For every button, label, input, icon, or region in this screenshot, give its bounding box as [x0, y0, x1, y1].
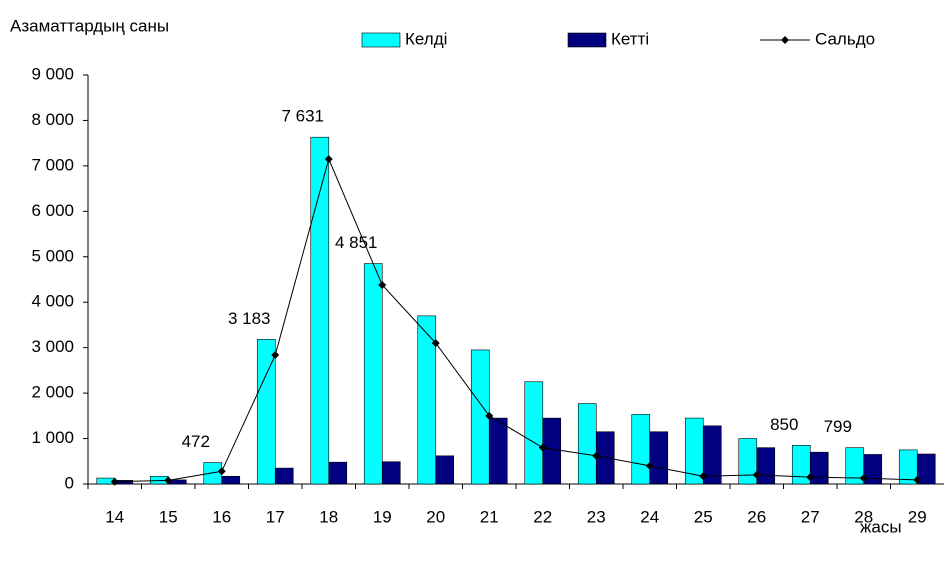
- bar: [649, 431, 669, 485]
- x-tick-label: 25: [694, 507, 713, 526]
- x-tick-label: 17: [266, 507, 285, 526]
- x-tick-label: 29: [908, 507, 927, 526]
- x-tick-label: 19: [373, 507, 392, 526]
- bar: [738, 438, 758, 485]
- bar: [809, 451, 829, 485]
- x-tick-label: 24: [640, 507, 659, 526]
- bar: [702, 425, 722, 485]
- legend-label: Кетті: [611, 29, 649, 48]
- line: [114, 157, 918, 483]
- legend-swatch: [567, 32, 607, 48]
- line-marker: [324, 155, 333, 164]
- y-tick-label: 2 000: [31, 383, 74, 402]
- y-tick-label: 3 000: [31, 337, 74, 356]
- legend-marker: [781, 36, 789, 44]
- data-label: 850: [770, 415, 798, 434]
- line-marker: [110, 477, 119, 486]
- bar: [310, 136, 330, 485]
- bar: [221, 475, 241, 485]
- legend-label: Келді: [405, 29, 447, 48]
- x-tick-label: 14: [105, 507, 124, 526]
- x-tick-label: 21: [480, 507, 499, 526]
- bar: [328, 461, 348, 485]
- x-tick-label: 23: [587, 507, 606, 526]
- line-marker: [431, 339, 440, 348]
- bar: [577, 403, 597, 485]
- bar: [274, 467, 294, 485]
- data-label: 472: [182, 432, 210, 451]
- line-marker: [271, 350, 280, 359]
- legend-swatch: [361, 32, 401, 48]
- bar: [756, 447, 776, 485]
- x-tick-label: 18: [319, 507, 338, 526]
- line-marker: [164, 476, 173, 485]
- line-marker: [913, 475, 922, 484]
- x-tick-label: 28: [854, 507, 873, 526]
- y-tick-label: 5 000: [31, 246, 74, 265]
- x-tick-label: 16: [212, 507, 231, 526]
- y-tick-label: 6 000: [31, 201, 74, 220]
- bar: [863, 454, 883, 485]
- line-marker: [378, 280, 387, 289]
- bar: [542, 417, 562, 485]
- bar: [916, 453, 936, 485]
- y-tick-label: 9 000: [31, 64, 74, 83]
- line-marker: [592, 451, 601, 460]
- bar: [631, 414, 651, 485]
- y-tick-label: 7 000: [31, 155, 74, 174]
- data-label: 7 631: [281, 107, 324, 126]
- line-marker: [645, 461, 654, 470]
- data-label: 4 851: [335, 233, 378, 252]
- bar: [381, 461, 401, 485]
- x-tick-label: 26: [747, 507, 766, 526]
- bar: [488, 417, 508, 485]
- line-marker: [485, 411, 494, 420]
- bar: [256, 339, 276, 485]
- line-marker: [699, 472, 708, 481]
- y-tick-label: 0: [65, 473, 74, 492]
- bar: [363, 263, 383, 485]
- x-axis-label: жасы: [860, 517, 902, 536]
- line-marker: [752, 470, 761, 479]
- line-marker: [217, 467, 226, 476]
- y-tick-label: 8 000: [31, 110, 74, 129]
- data-label: 3 183: [228, 309, 271, 328]
- x-tick-label: 27: [801, 507, 820, 526]
- line-marker: [538, 443, 547, 452]
- bar: [524, 381, 544, 485]
- x-tick-label: 20: [426, 507, 445, 526]
- y-tick-label: 1 000: [31, 428, 74, 447]
- bar: [417, 315, 437, 485]
- legend-label: Сальдо: [815, 29, 875, 48]
- y-tick-label: 4 000: [31, 292, 74, 311]
- line-marker: [859, 474, 868, 483]
- y-axis-label: Азаматтардың саны: [10, 16, 169, 35]
- bar: [435, 455, 455, 485]
- data-label: 799: [824, 417, 852, 436]
- x-tick-label: 15: [159, 507, 178, 526]
- x-tick-label: 22: [533, 507, 552, 526]
- line-marker: [806, 473, 815, 482]
